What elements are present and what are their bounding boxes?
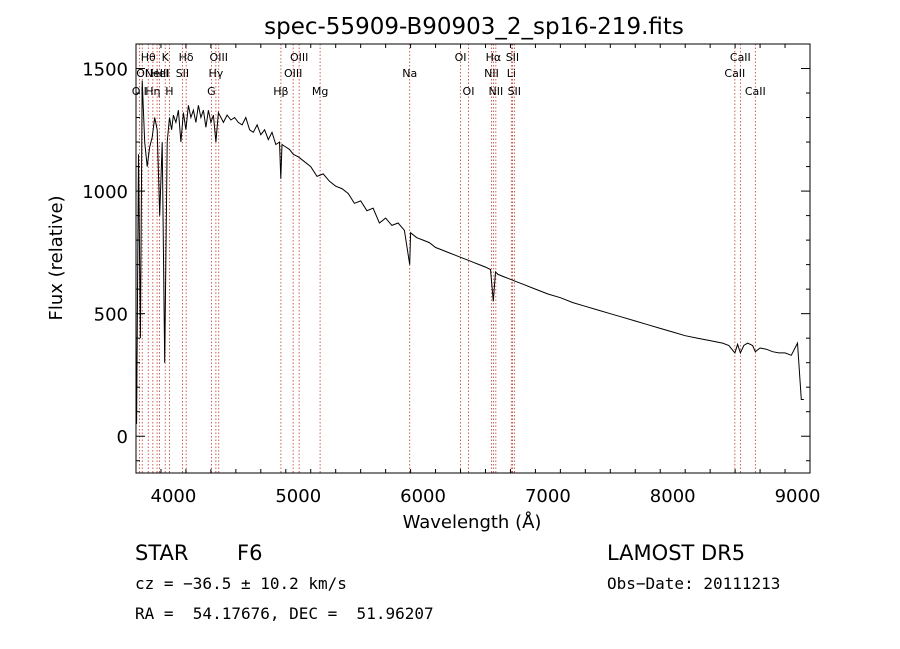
line-label: OII — [132, 85, 147, 98]
line-label: Li — [507, 67, 516, 80]
line-label: NeIII — [145, 67, 170, 80]
x-tick-label: 9000 — [775, 486, 821, 507]
line-label: OIII — [210, 51, 228, 64]
x-tick-label: 5000 — [275, 486, 321, 507]
x-tick-label: 6000 — [400, 486, 446, 507]
line-label: OI — [455, 51, 467, 64]
obs-date: Obs−Date: 20111213 — [607, 574, 781, 593]
line-label: Hβ — [273, 85, 288, 98]
x-tick-label: 4000 — [151, 486, 197, 507]
line-label: OI — [136, 67, 148, 80]
line-label: Hη — [145, 85, 160, 98]
line-label: CaII — [724, 67, 745, 80]
y-tick-label: 1000 — [82, 182, 128, 203]
x-tick-label: 7000 — [525, 486, 571, 507]
line-label: NII — [484, 67, 499, 80]
x-tick-label: 8000 — [650, 486, 696, 507]
line-label: HeI — [150, 67, 168, 80]
y-axis-label: Flux (relative) — [46, 195, 67, 320]
line-label: CaII — [745, 85, 766, 98]
y-tick-label: 500 — [94, 305, 128, 326]
redshift-readout: cz = −36.5 ± 10.2 km/s — [135, 574, 347, 593]
line-label: Hδ — [179, 51, 194, 64]
line-label: OIII — [290, 51, 308, 64]
spectrum-chart: spec-55909-B90903_2_sp16-219.fits 4000 50… — [46, 14, 821, 533]
line-label: Hα — [486, 51, 502, 64]
line-label: H — [165, 85, 173, 98]
line-label: Na — [402, 67, 417, 80]
line-label: K — [162, 51, 170, 64]
plot-frame — [135, 43, 811, 474]
line-label: Hθ — [141, 51, 156, 64]
spectrum-line — [136, 80, 804, 425]
line-label: SII — [176, 67, 189, 80]
line-label: OIII — [284, 67, 302, 80]
chart-title: spec-55909-B90903_2_sp16-219.fits — [264, 14, 684, 40]
coordinates: RA = 54.17676, DEC = 51.96207 — [135, 604, 434, 623]
line-label: NII — [488, 85, 503, 98]
x-axis-label: Wavelength (Å) — [403, 511, 542, 533]
line-label: SII — [508, 85, 521, 98]
line-label: Hγ — [208, 67, 223, 80]
x-axis: 4000 5000 6000 7000 8000 9000 — [135, 44, 821, 507]
line-label: Mg — [312, 85, 328, 98]
object-subclass: F6 — [237, 541, 263, 565]
object-class: STAR — [135, 541, 189, 565]
y-tick-label: 1500 — [82, 60, 128, 81]
line-label: CaII — [730, 51, 751, 64]
line-labels: OIIOIHθHηNeIIIHeIKHSIIHδGHγOIIIHβOIIIOII… — [132, 51, 766, 98]
y-tick-label: 0 — [117, 427, 128, 448]
line-markers — [138, 44, 756, 473]
line-label: SII — [506, 51, 519, 64]
y-axis: 0 500 1000 1500 — [82, 43, 810, 462]
line-label: G — [207, 85, 216, 98]
survey-name: LAMOST DR5 — [607, 541, 746, 565]
line-label: OI — [463, 85, 475, 98]
